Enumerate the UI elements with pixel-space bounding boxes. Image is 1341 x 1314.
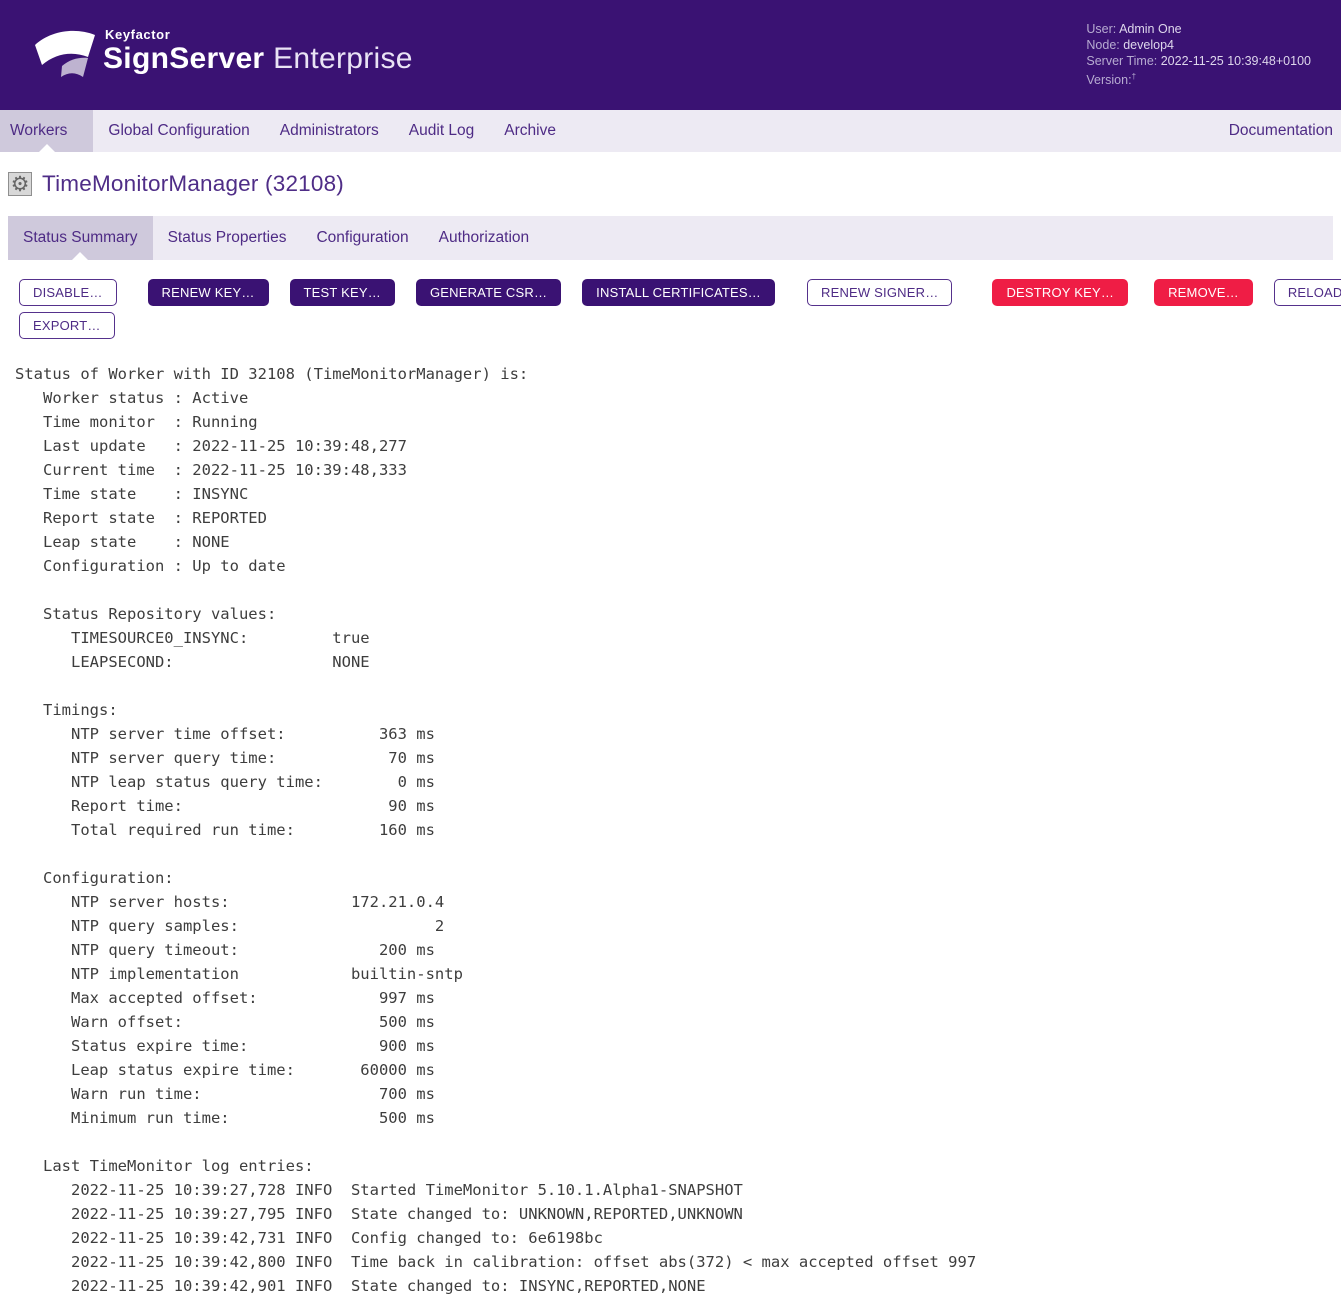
- tab-status-properties[interactable]: Status Properties: [167, 229, 287, 246]
- keyfactor-ribbon-icon: [35, 30, 95, 77]
- page-title: TimeMonitorManager (32108): [42, 171, 344, 196]
- main-nav: Workers Global Configuration Administrat…: [0, 110, 1341, 152]
- worker-actions-toolbar: DISABLE… RENEW KEY… TEST KEY… GENERATE C…: [19, 279, 1341, 339]
- brand-company: Keyfactor: [105, 27, 171, 42]
- session-info: User: Admin One Node: develop4 Server Ti…: [1086, 21, 1311, 88]
- session-server-time: Server Time: 2022-11-25 10:39:48+0100: [1086, 54, 1311, 68]
- brand-logo[interactable]: Keyfactor SignServer Enterprise: [33, 27, 413, 82]
- toolbar-row-1: DISABLE… RENEW KEY… TEST KEY… GENERATE C…: [19, 279, 1341, 306]
- nav-item-global-configuration[interactable]: Global Configuration: [108, 122, 250, 139]
- app-header: Keyfactor SignServer Enterprise User: Ad…: [0, 0, 1341, 110]
- disable-button[interactable]: DISABLE…: [19, 279, 117, 306]
- session-version: Version:†: [1086, 72, 1137, 88]
- worker-page: ⚙ TimeMonitorManager (32108) Status Summ…: [0, 170, 1341, 1298]
- export-button[interactable]: EXPORT…: [19, 312, 115, 339]
- worker-gear-icon: ⚙: [8, 172, 32, 196]
- nav-item-workers[interactable]: Workers: [0, 110, 94, 152]
- brand-product: SignServer Enterprise: [103, 43, 413, 75]
- reload-from-database-button[interactable]: RELOAD FROM DATABASE…: [1273, 279, 1341, 306]
- generate-csr-button[interactable]: GENERATE CSR…: [415, 279, 562, 306]
- nav-item-audit-log[interactable]: Audit Log: [408, 122, 475, 139]
- nav-item-administrators[interactable]: Administrators: [279, 122, 379, 139]
- renew-key-button[interactable]: RENEW KEY…: [147, 279, 269, 306]
- tab-authorization[interactable]: Authorization: [438, 229, 530, 246]
- worker-tab-bar: Status Summary Status Properties Configu…: [8, 216, 1333, 260]
- worker-status-output: Status of Worker with ID 32108 (TimeMoni…: [15, 365, 977, 1295]
- install-certificates-button[interactable]: INSTALL CERTIFICATES…: [582, 279, 775, 306]
- remove-button[interactable]: REMOVE…: [1154, 279, 1253, 306]
- renew-signer-button[interactable]: RENEW SIGNER…: [806, 279, 953, 306]
- title-row: ⚙ TimeMonitorManager (32108): [8, 170, 1333, 198]
- session-user: User: Admin One: [1086, 22, 1182, 36]
- tab-status-summary[interactable]: Status Summary: [8, 216, 153, 260]
- nav-item-archive[interactable]: Archive: [504, 122, 556, 139]
- version-footnote-mark: †: [1131, 72, 1137, 81]
- session-node: Node: develop4: [1086, 38, 1174, 52]
- tab-configuration[interactable]: Configuration: [316, 229, 409, 246]
- nav-item-documentation[interactable]: Documentation: [1228, 122, 1333, 139]
- product-edition: Enterprise: [273, 42, 413, 75]
- test-key-button[interactable]: TEST KEY…: [289, 279, 395, 306]
- product-name: SignServer: [103, 42, 265, 75]
- destroy-key-button[interactable]: DESTROY KEY…: [992, 279, 1129, 306]
- brand-text: Keyfactor SignServer Enterprise: [103, 27, 413, 75]
- toolbar-row-2: EXPORT…: [19, 312, 1333, 339]
